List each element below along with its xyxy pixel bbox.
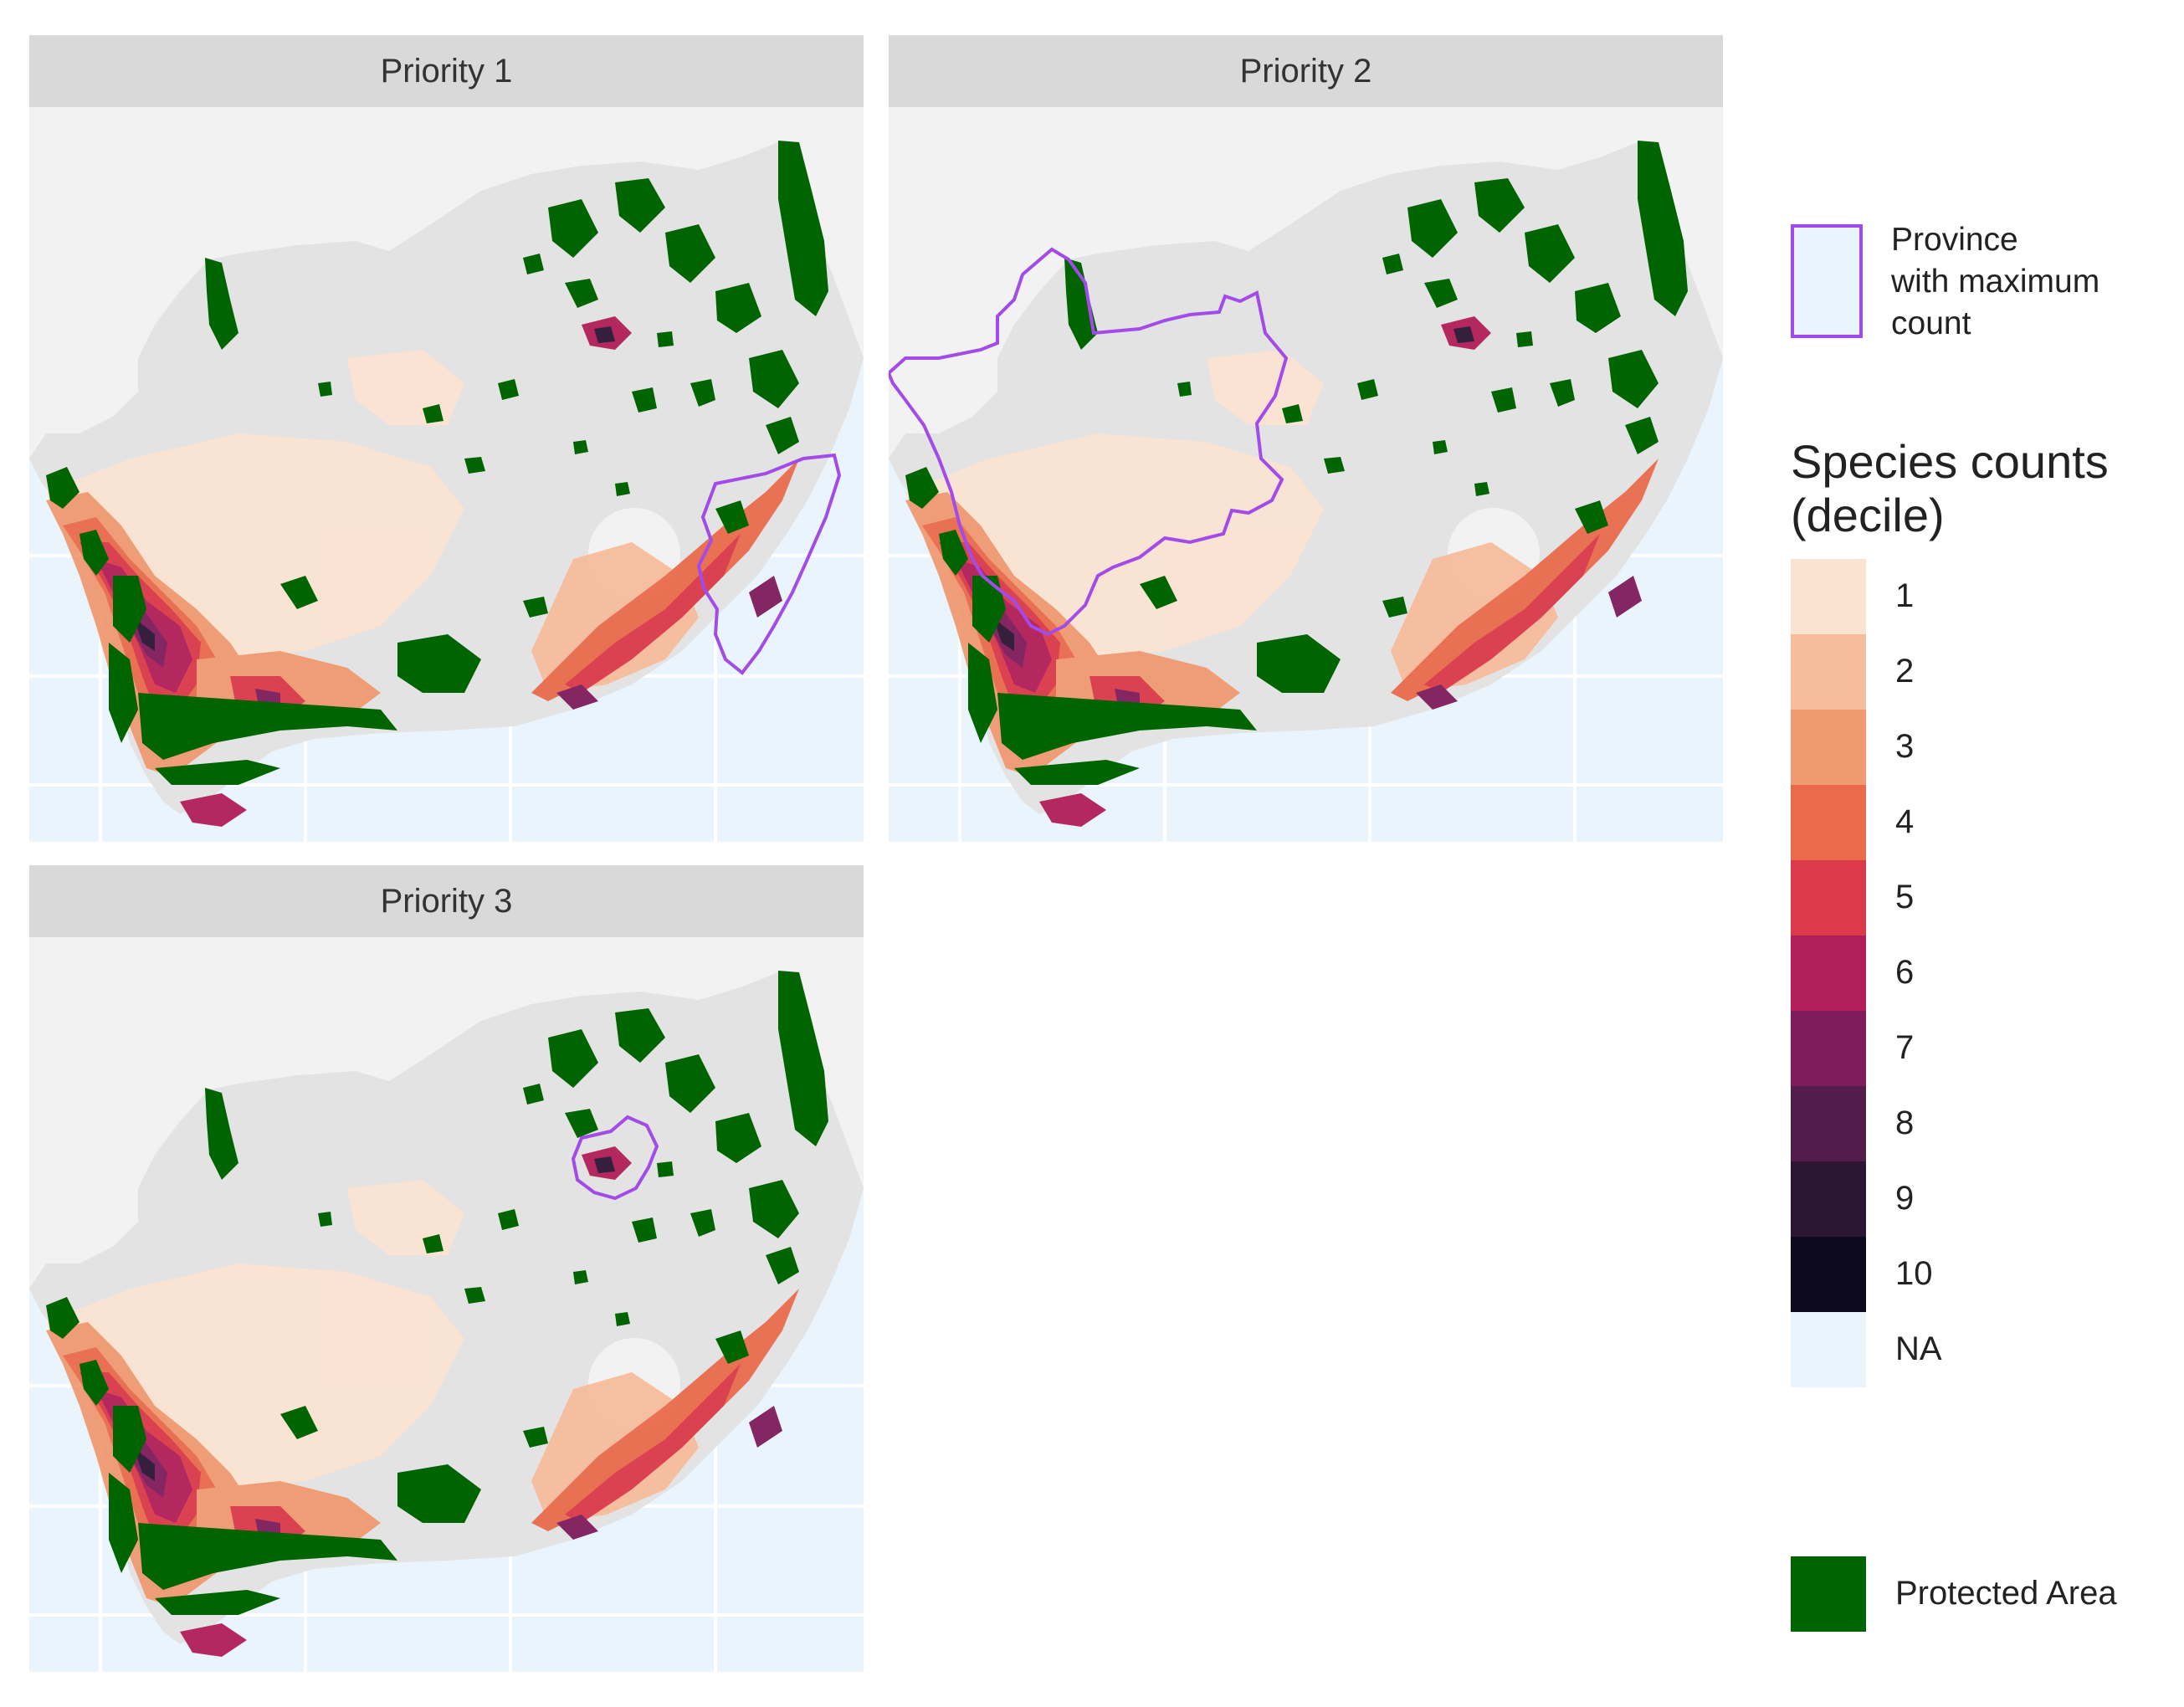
province-label-line1: Province: [1891, 222, 2018, 258]
species-title-line1: Species counts: [1791, 435, 2109, 488]
panel-title: Priority 3: [29, 865, 864, 937]
province-label-line2: with maximum: [1891, 264, 2100, 300]
na-swatch: [1791, 1312, 1866, 1387]
species-title-line2: (decile): [1791, 489, 1945, 541]
map-svg: [29, 937, 864, 1672]
na-label: NA: [1895, 1330, 1942, 1367]
decile-swatch-8: [1791, 1086, 1866, 1161]
panel-title: Priority 2: [889, 35, 1723, 107]
decile-label-1: 1: [1895, 577, 1915, 614]
map-priority-3[interactable]: [29, 937, 864, 1672]
panel-priority-3: Priority 3: [29, 865, 864, 1672]
province-outline: [571, 1115, 659, 1201]
province-swatch: [1791, 224, 1863, 338]
protected-area-label: Protected Area: [1895, 1575, 2117, 1612]
panel-priority-2: Priority 2: [889, 35, 1723, 842]
decile-swatch-10: [1791, 1237, 1866, 1312]
map-svg: [29, 107, 864, 842]
map-priority-1[interactable]: [29, 107, 864, 842]
decile-swatch-6: [1791, 936, 1866, 1011]
decile-swatch-1: [1791, 559, 1866, 634]
legend: Province with maximum count Species coun…: [1791, 0, 2184, 1707]
decile-swatch-7: [1791, 1011, 1866, 1086]
province-outline: [696, 453, 842, 675]
decile-label-9: 9: [1895, 1180, 1915, 1217]
decile-label-3: 3: [1895, 728, 1915, 765]
decile-label-8: 8: [1895, 1105, 1915, 1141]
decile-swatch-3: [1791, 710, 1866, 785]
province-outline: [889, 247, 1289, 637]
decile-label-10: 10: [1895, 1255, 1933, 1292]
decile-label-2: 2: [1895, 653, 1915, 689]
province-label-line3: count: [1891, 305, 1971, 341]
decile-swatch-4: [1791, 785, 1866, 860]
species-legend-title: Species counts (decile): [1791, 435, 2109, 542]
decile-label-5: 5: [1895, 879, 1915, 915]
map-svg: [889, 107, 1723, 842]
panel-title: Priority 1: [29, 35, 864, 107]
decile-swatch-5: [1791, 860, 1866, 936]
decile-label-6: 6: [1895, 954, 1915, 991]
decile-label-7: 7: [1895, 1029, 1915, 1066]
decile-swatch-2: [1791, 634, 1866, 710]
map-priority-2[interactable]: [889, 107, 1723, 842]
panel-priority-1: Priority 1: [29, 35, 864, 842]
province-label: Province with maximum count: [1891, 219, 2099, 345]
protected-area-swatch: [1791, 1556, 1866, 1632]
decile-swatch-9: [1791, 1161, 1866, 1237]
decile-label-4: 4: [1895, 803, 1915, 840]
